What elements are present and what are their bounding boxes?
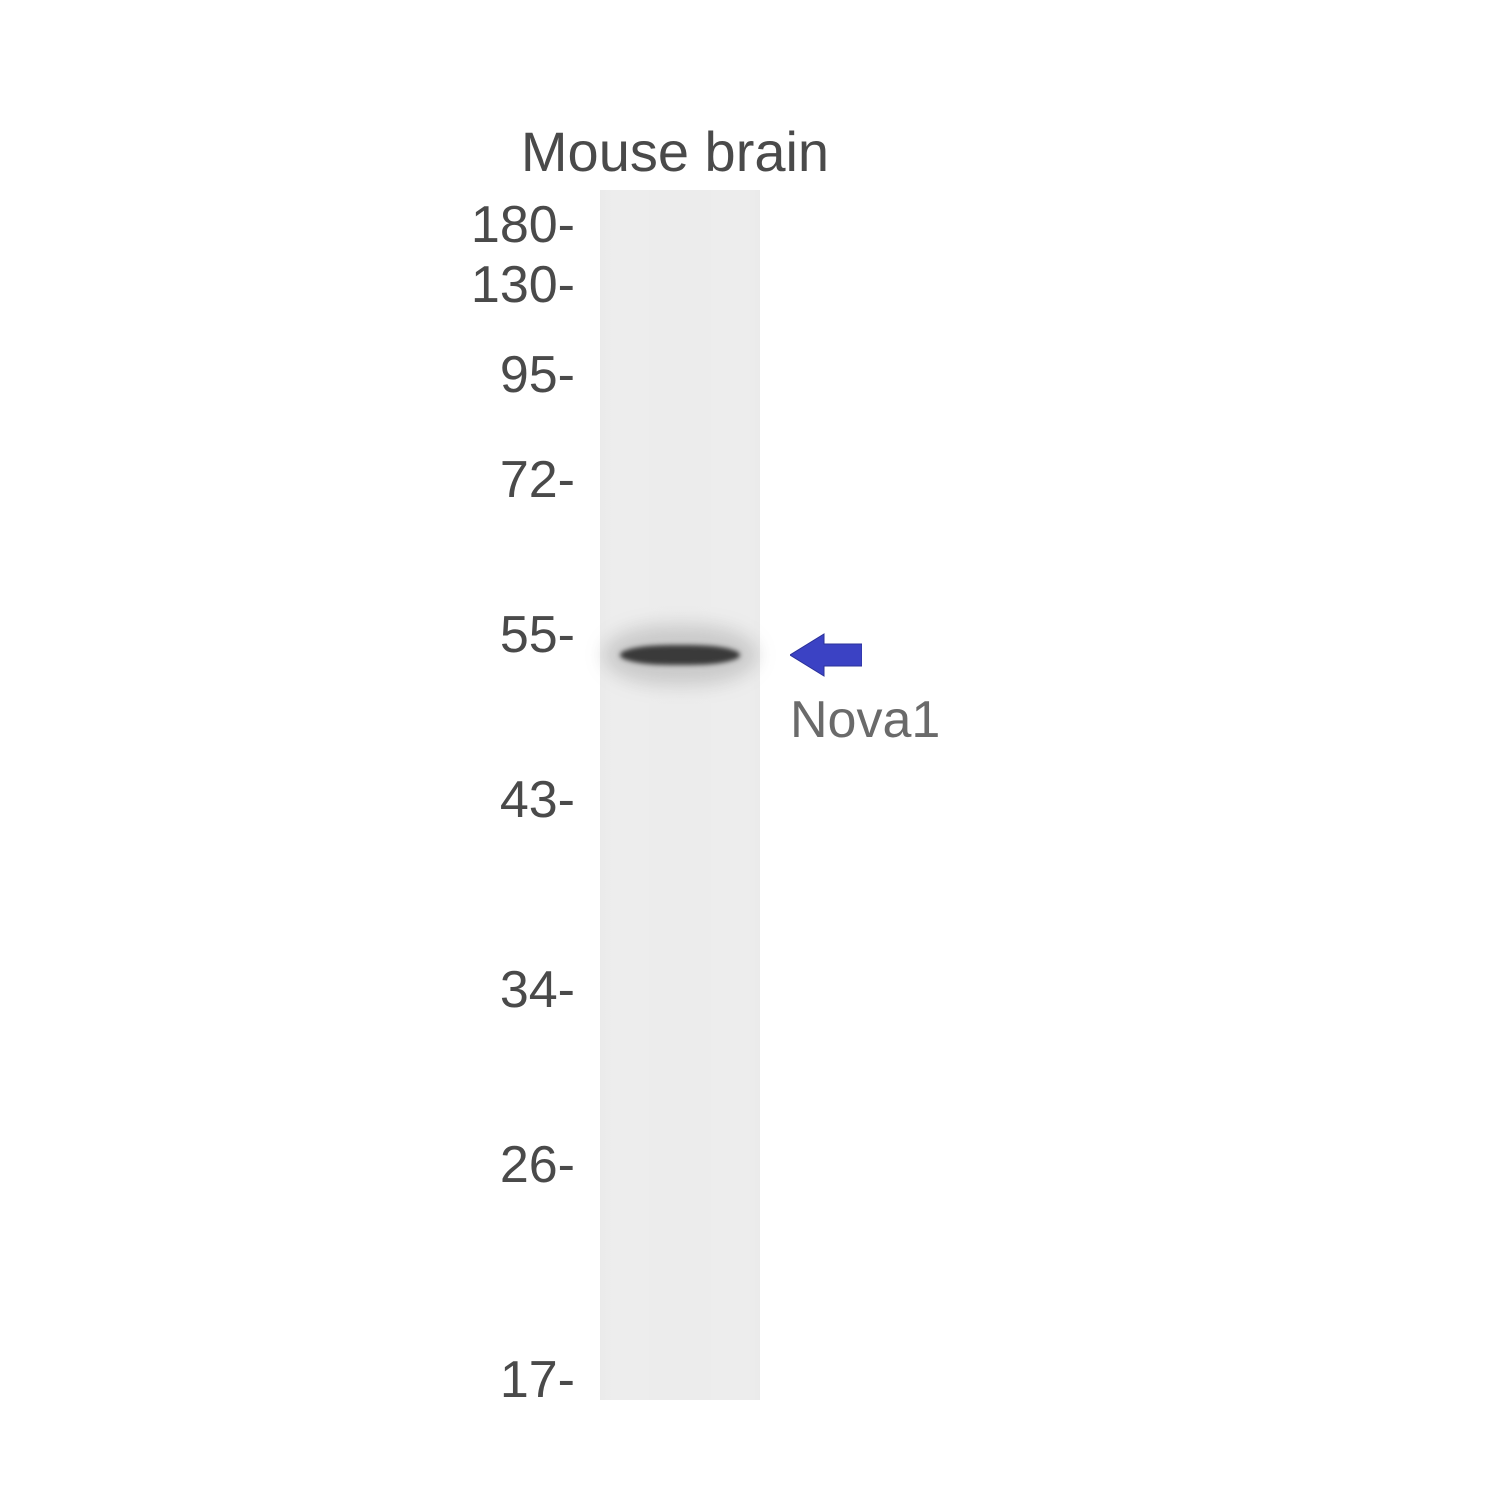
blot-lane <box>600 190 760 1400</box>
lane-title: Mouse brain <box>0 119 1350 184</box>
mw-marker-180: 180- <box>0 195 575 255</box>
western-blot-figure: Mouse brain 180- 130- 95- 72- 55- 43- 34… <box>0 0 1500 1500</box>
mw-marker-95: 95- <box>0 345 575 405</box>
mw-marker-43: 43- <box>0 770 575 830</box>
band-arrow-icon <box>790 632 862 678</box>
mw-marker-17: 17- <box>0 1350 575 1410</box>
mw-marker-55: 55- <box>0 605 575 665</box>
mw-marker-130: 130- <box>0 255 575 315</box>
mw-marker-72: 72- <box>0 450 575 510</box>
mw-marker-34: 34- <box>0 960 575 1020</box>
band-label: Nova1 <box>790 690 940 750</box>
mw-marker-26: 26- <box>0 1135 575 1195</box>
